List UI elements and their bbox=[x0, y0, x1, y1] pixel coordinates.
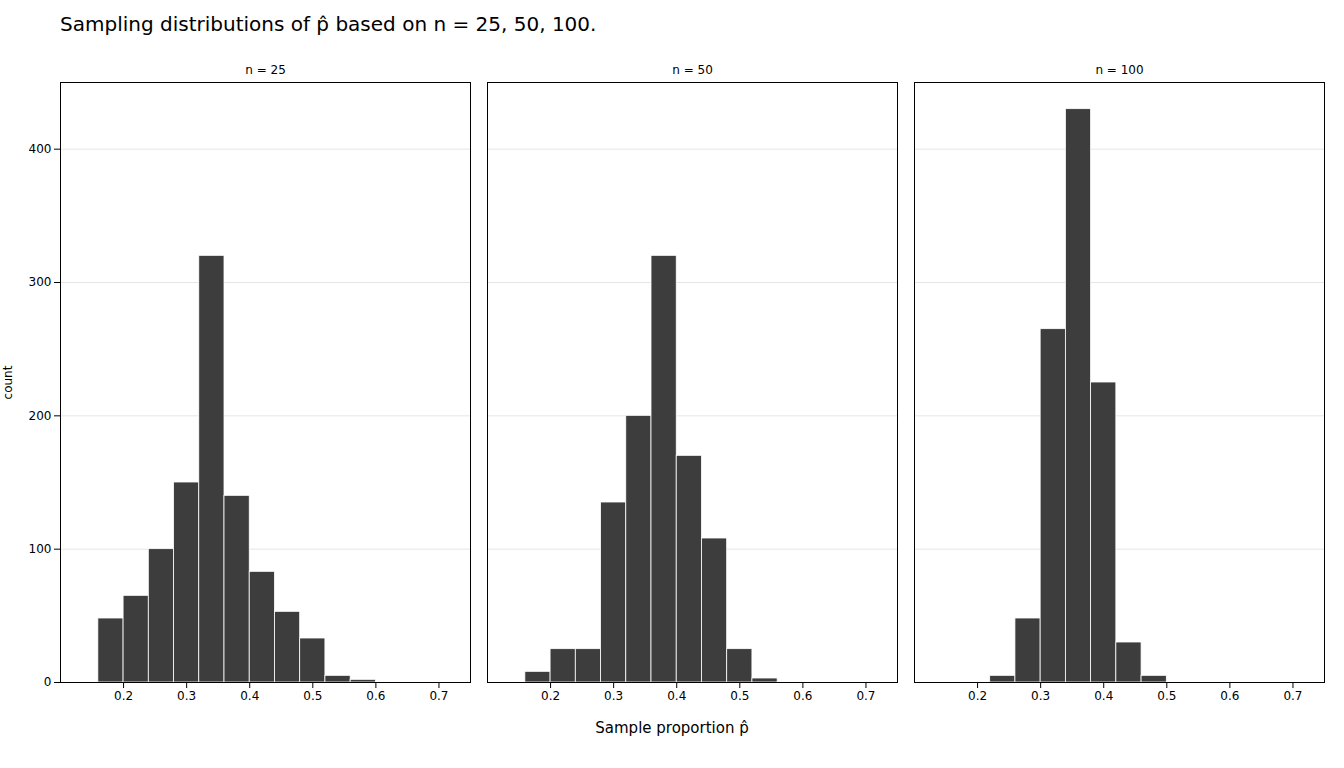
svg-text:0.2: 0.2 bbox=[968, 689, 987, 703]
svg-text:0.2: 0.2 bbox=[114, 689, 133, 703]
html-text:Sample proportion p̂: Sample proportion p̂ bbox=[595, 719, 749, 737]
svg-text:n = 50: n = 50 bbox=[672, 63, 713, 77]
svg-text:0.7: 0.7 bbox=[429, 689, 448, 703]
svg-text:0.3: 0.3 bbox=[604, 689, 623, 703]
svg-text:0: 0 bbox=[44, 675, 52, 689]
svg-text:n = 100: n = 100 bbox=[1095, 63, 1143, 77]
svg-text:400: 400 bbox=[29, 142, 52, 156]
svg-text:100: 100 bbox=[29, 542, 52, 556]
svg-text:n = 25: n = 25 bbox=[245, 63, 286, 77]
svg-text:0.6: 0.6 bbox=[366, 689, 385, 703]
svg-text:0.4: 0.4 bbox=[667, 689, 686, 703]
svg-text:0.2: 0.2 bbox=[541, 689, 560, 703]
svg-text:0.6: 0.6 bbox=[793, 689, 812, 703]
svg-text:0.7: 0.7 bbox=[856, 689, 875, 703]
svg-text:count: count bbox=[1, 365, 15, 399]
svg-text:300: 300 bbox=[29, 275, 52, 289]
svg-text:0.3: 0.3 bbox=[177, 689, 196, 703]
svg-text:200: 200 bbox=[29, 409, 52, 423]
html-text:Sampling distributions of p̂ b: Sampling distributions of p̂ based on n … bbox=[60, 12, 597, 36]
svg-text:0.5: 0.5 bbox=[730, 689, 749, 703]
svg-text:0.4: 0.4 bbox=[1094, 689, 1113, 703]
svg-text:0.4: 0.4 bbox=[240, 689, 259, 703]
svg-text:0.5: 0.5 bbox=[303, 689, 322, 703]
svg-text:0.7: 0.7 bbox=[1283, 689, 1302, 703]
svg-text:0.5: 0.5 bbox=[1157, 689, 1176, 703]
svg-text:0.6: 0.6 bbox=[1220, 689, 1239, 703]
svg-text:0.3: 0.3 bbox=[1031, 689, 1050, 703]
